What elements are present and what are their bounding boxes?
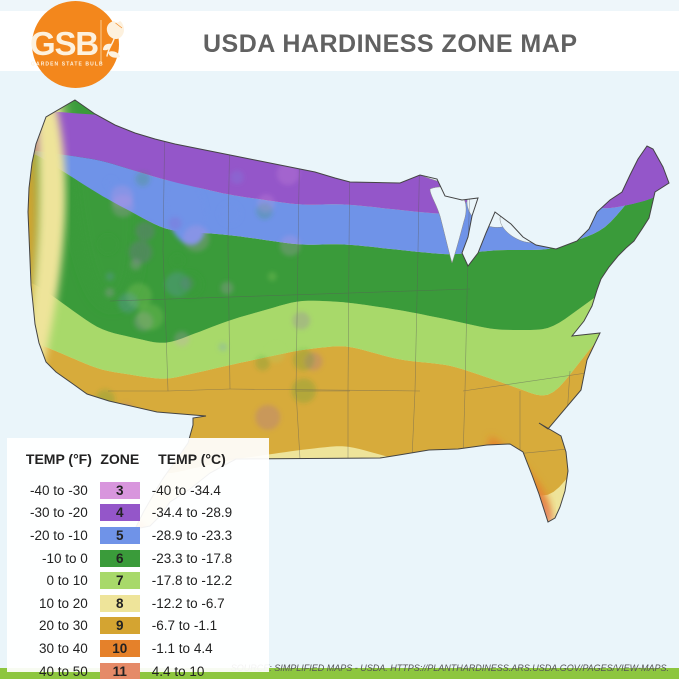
svg-text:GARDEN STATE BULB: GARDEN STATE BULB: [31, 62, 104, 68]
svg-text:GSB: GSB: [30, 25, 98, 62]
